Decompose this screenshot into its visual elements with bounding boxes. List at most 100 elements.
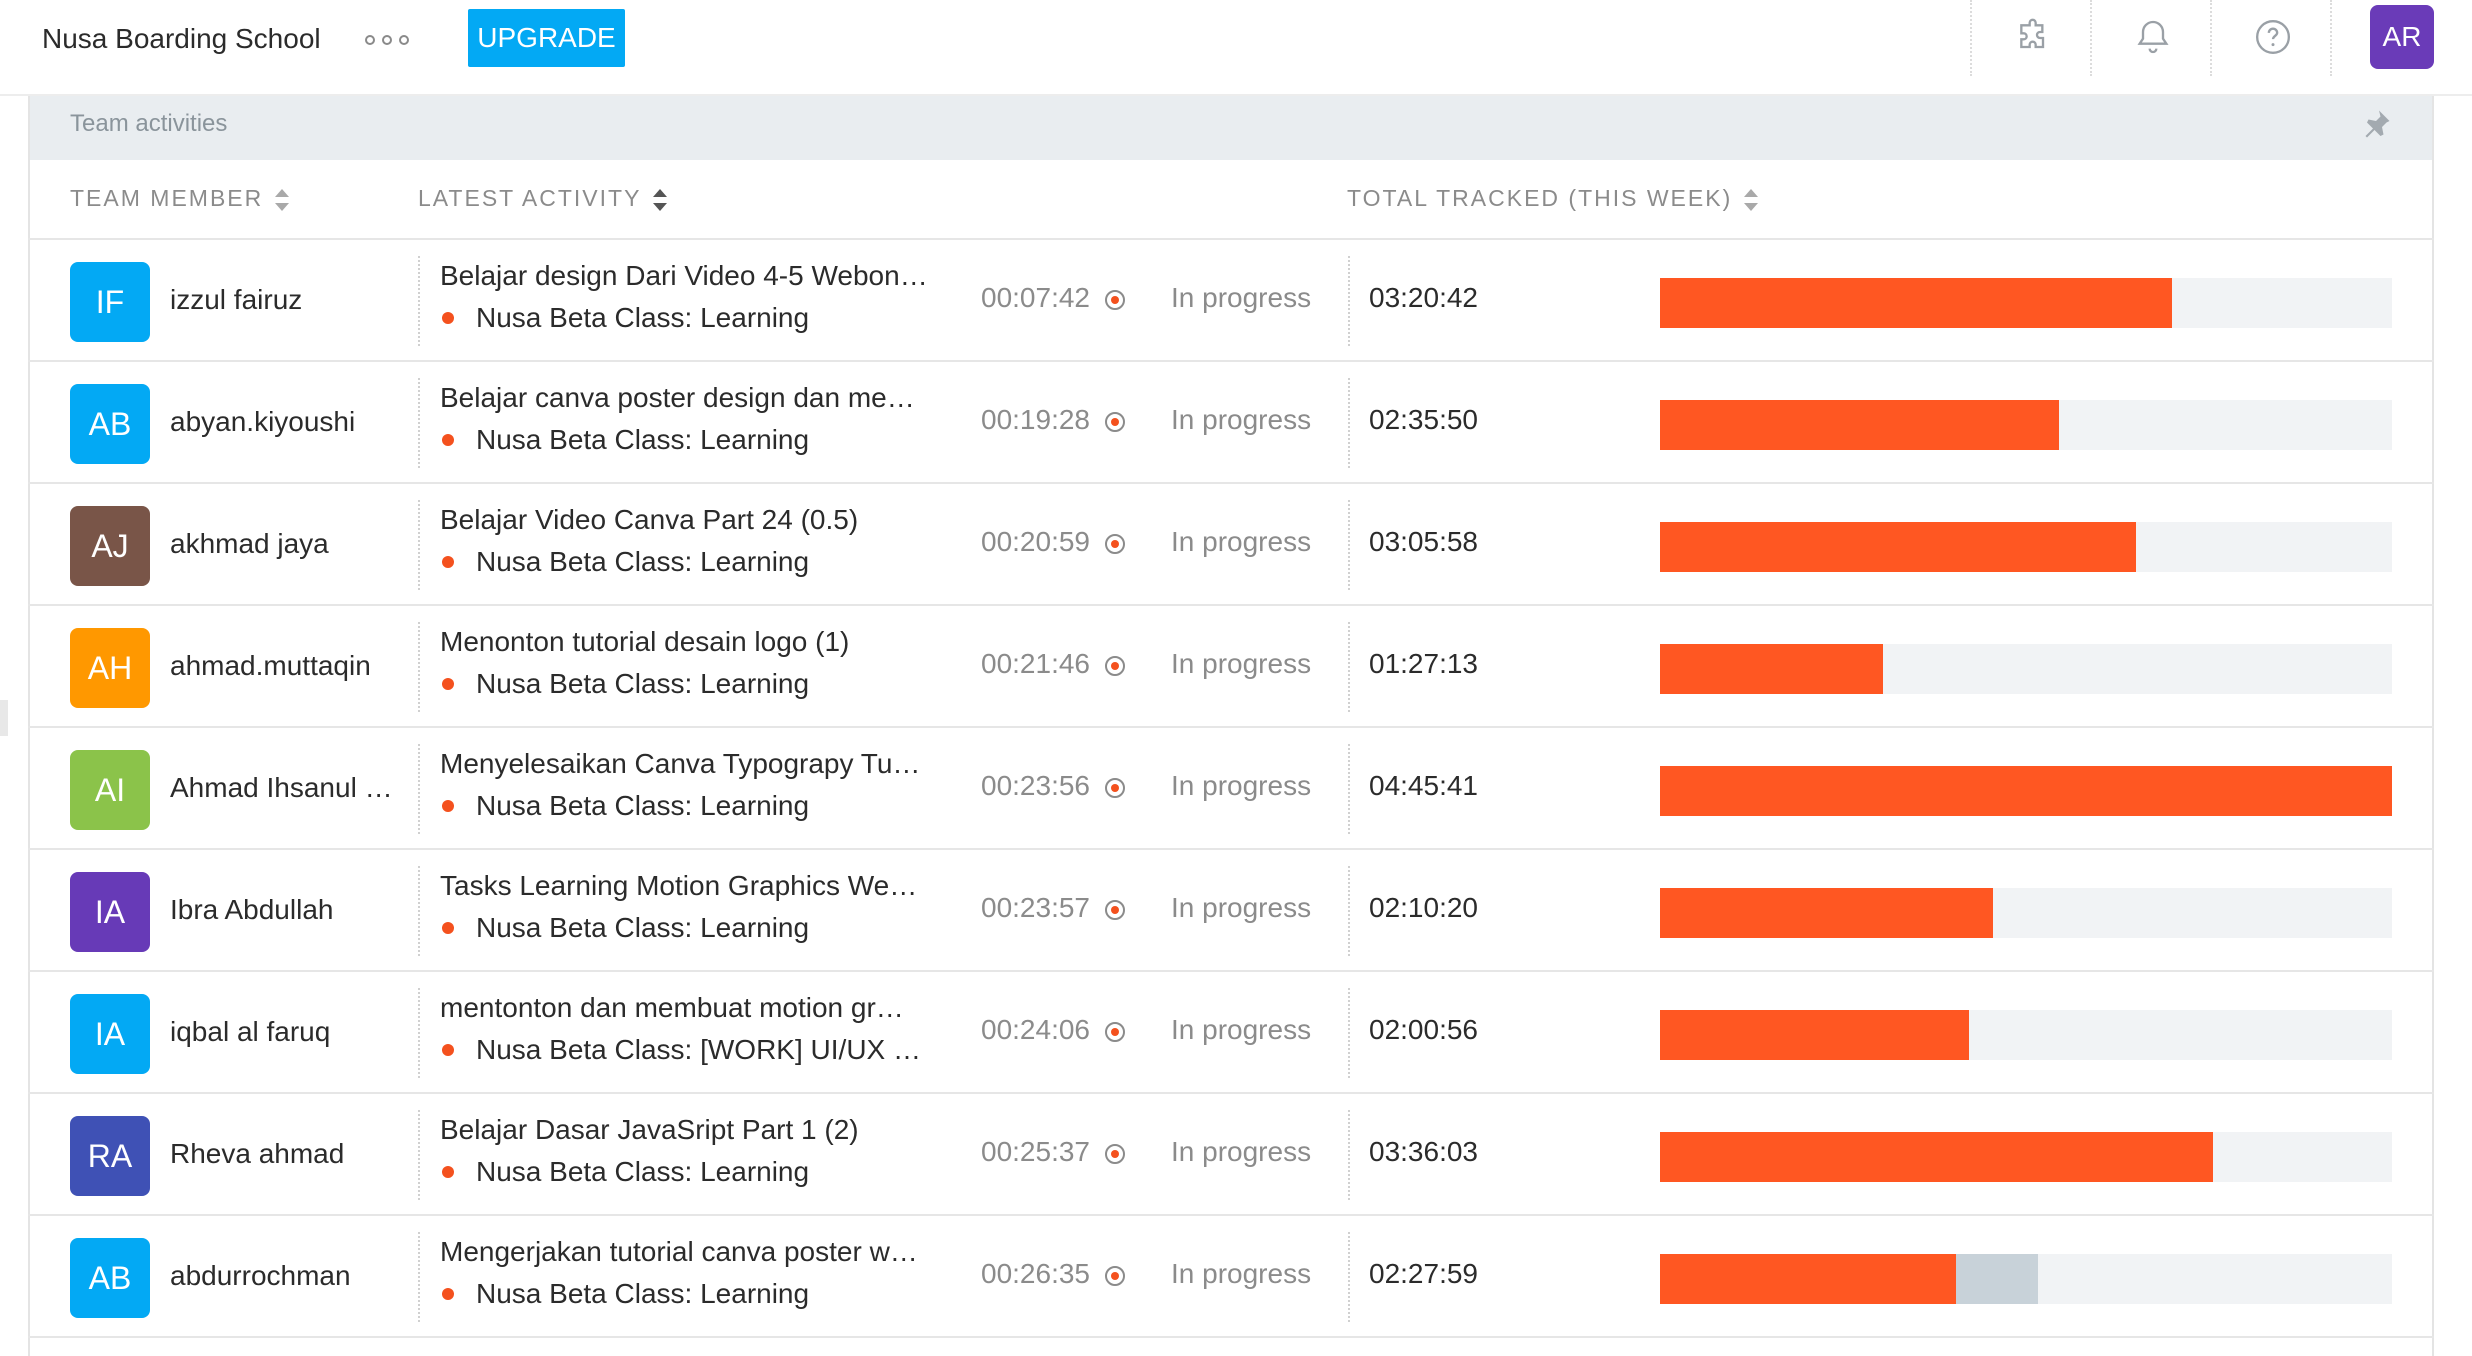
notifications-button[interactable] (2090, 0, 2210, 76)
project-name: Nusa Beta Class: [WORK] UI/UX … (476, 1034, 921, 1065)
member-name[interactable]: abyan.kiyoushi (170, 406, 356, 437)
activity-duration: 00:23:57 (981, 892, 1090, 923)
sort-icon[interactable] (275, 188, 290, 211)
avatar[interactable]: IA (70, 994, 150, 1074)
avatar[interactable]: AB (70, 384, 150, 464)
project-name: Nusa Beta Class: Learning (476, 790, 810, 821)
more-options-icon[interactable] (365, 24, 413, 54)
table-row[interactable]: AH ahmad.muttaqin Menonton tutorial desain… (28, 606, 2434, 728)
avatar[interactable]: AI (70, 750, 150, 830)
avatar[interactable]: AJ (70, 506, 150, 586)
activity-duration: 00:07:42 (981, 282, 1090, 313)
member-name[interactable]: Ahmad Ihsanul … (170, 772, 393, 803)
integrations-button[interactable] (1970, 0, 2090, 76)
recording-icon (1105, 778, 1125, 798)
total-tracked: 03:05:58 (1369, 526, 1478, 557)
table-row[interactable]: AJ akhmad jaya Belajar Video Canva Part 24… (28, 484, 2434, 606)
activity-title[interactable]: Mengerjakan tutorial canva poster w… (440, 1236, 918, 1267)
table-row[interactable]: IF izzul fairuz Belajar design Dari Video … (28, 240, 2434, 362)
sort-icon[interactable] (653, 188, 668, 211)
activity-duration: 00:19:28 (981, 404, 1090, 435)
member-name[interactable]: akhmad jaya (170, 528, 329, 559)
progress-bar (1660, 400, 2392, 450)
upgrade-button[interactable]: UPGRADE (468, 9, 625, 67)
divider (1348, 500, 1350, 590)
column-header-activity[interactable]: LATEST ACTIVITY (418, 180, 668, 216)
avatar[interactable]: AH (70, 628, 150, 708)
table-row[interactable]: IA iqbal al faruq mentonton dan membuat mo… (28, 972, 2434, 1094)
member-name[interactable]: Ibra Abdullah (170, 894, 334, 925)
side-handle[interactable] (0, 700, 8, 736)
organization-name[interactable]: Nusa Boarding School (42, 23, 321, 54)
sort-icon[interactable] (1744, 188, 1759, 211)
column-label: TOTAL TRACKED (THIS WEEK) (1347, 185, 1733, 211)
avatar[interactable]: IF (70, 262, 150, 342)
progress-bar (1660, 522, 2392, 572)
table-row[interactable]: AB abyan.kiyoushi Belajar canva poster des… (28, 362, 2434, 484)
activity-title[interactable]: mentonton dan membuat motion gr… (440, 992, 904, 1023)
activity-title[interactable]: Menonton tutorial desain logo (1) (440, 626, 850, 657)
project-name: Nusa Beta Class: Learning (476, 1278, 810, 1309)
activity-project: Nusa Beta Class: Learning (440, 664, 809, 704)
user-avatar[interactable]: AR (2370, 5, 2434, 69)
activity-title[interactable]: Belajar Dasar JavaSript Part 1 (2) (440, 1114, 859, 1145)
project-dot-icon (442, 922, 454, 935)
divider (418, 1232, 420, 1322)
project-dot-icon (442, 1044, 454, 1057)
column-header-total[interactable]: TOTAL TRACKED (THIS WEEK) (1347, 180, 1759, 216)
avatar[interactable]: RA (70, 1116, 150, 1196)
status-text: In progress (1171, 404, 1312, 435)
status-text: In progress (1171, 1136, 1312, 1167)
progress-fill (1660, 1010, 1969, 1060)
status-text: In progress (1171, 1258, 1312, 1289)
activity-title[interactable]: Menyelesaikan Canva Typograpy Tu… (440, 748, 921, 779)
help-button[interactable] (2210, 0, 2330, 76)
recording-icon (1105, 1266, 1125, 1286)
avatar[interactable]: AB (70, 1238, 150, 1318)
table-row[interactable]: RA Rheva ahmad Belajar Dasar JavaSript Par… (28, 1094, 2434, 1216)
table-row[interactable]: IA Ibra Abdullah Tasks Learning Motion Gra… (28, 850, 2434, 972)
recording-icon (1105, 1022, 1125, 1042)
member-name[interactable]: izzul fairuz (170, 284, 303, 315)
total-tracked: 02:10:20 (1369, 892, 1478, 923)
pin-icon[interactable] (2358, 106, 2394, 142)
total-tracked: 02:27:59 (1369, 1258, 1478, 1289)
activity-title[interactable]: Belajar design Dari Video 4-5 Webon… (440, 260, 928, 291)
table-row[interactable]: AB abdurrochman Mengerjakan tutorial canva… (28, 1216, 2434, 1338)
total-tracked: 04:45:41 (1369, 770, 1478, 801)
member-name[interactable]: abdurrochman (170, 1260, 351, 1291)
activity-duration: 00:24:06 (981, 1014, 1090, 1045)
status-text: In progress (1171, 282, 1312, 313)
total-tracked: 01:27:13 (1369, 648, 1478, 679)
status-text: In progress (1171, 526, 1312, 557)
total-tracked: 03:20:42 (1369, 282, 1478, 313)
member-name[interactable]: ahmad.muttaqin (170, 650, 371, 681)
project-dot-icon (442, 800, 454, 813)
project-name: Nusa Beta Class: Learning (476, 424, 810, 455)
column-header-member[interactable]: TEAM MEMBER (70, 180, 290, 216)
recording-icon (1105, 290, 1125, 310)
divider (28, 238, 2434, 240)
activity-project: Nusa Beta Class: [WORK] UI/UX … (440, 1030, 921, 1070)
activity-title[interactable]: Belajar Video Canva Part 24 (0.5) (440, 504, 859, 535)
member-name[interactable]: iqbal al faruq (170, 1016, 331, 1047)
avatar[interactable]: IA (70, 872, 150, 952)
project-name: Nusa Beta Class: Learning (476, 912, 810, 943)
divider (418, 378, 420, 468)
member-name[interactable]: Rheva ahmad (170, 1138, 345, 1169)
column-label: TEAM MEMBER (70, 185, 264, 211)
table-row[interactable]: AI Ahmad Ihsanul … Menyelesaikan Canva Typ… (28, 728, 2434, 850)
activity-project: Nusa Beta Class: Learning (440, 542, 809, 582)
progress-fill (1660, 522, 2136, 572)
activity-title[interactable]: Tasks Learning Motion Graphics We… (440, 870, 918, 901)
total-tracked: 02:00:56 (1369, 1014, 1478, 1045)
activity-duration: 00:26:35 (981, 1258, 1090, 1289)
project-name: Nusa Beta Class: Learning (476, 1156, 810, 1187)
status-text: In progress (1171, 1014, 1312, 1045)
status-text: In progress (1171, 892, 1312, 923)
activity-duration: 00:23:56 (981, 770, 1090, 801)
activity-title[interactable]: Belajar canva poster design dan me… (440, 382, 915, 413)
project-dot-icon (442, 434, 454, 447)
panel-header: Team activities (30, 96, 2432, 160)
divider (1348, 744, 1350, 834)
